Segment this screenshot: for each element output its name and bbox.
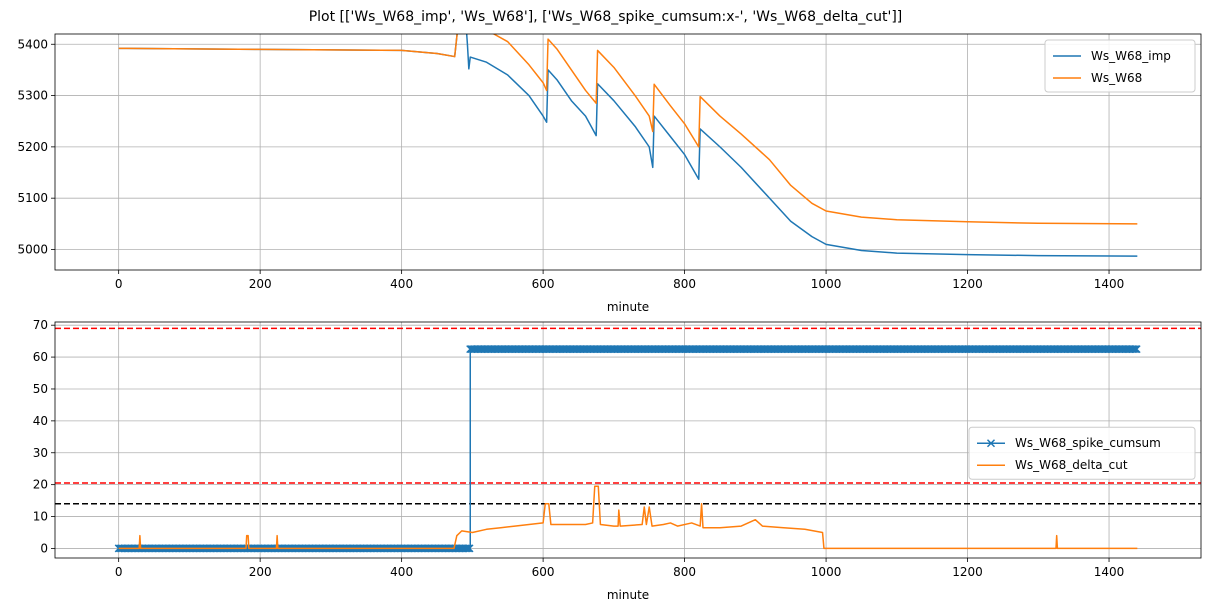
y-tick-label: 5100 xyxy=(17,191,48,205)
y-tick-label: 30 xyxy=(33,446,48,460)
x-tick-label: 0 xyxy=(115,277,123,291)
y-tick-label: 70 xyxy=(33,318,48,332)
x-tick-label: 600 xyxy=(532,277,555,291)
x-tick-label: 1200 xyxy=(952,277,983,291)
top-panel: minute 0 200 400 600 800 1000 1200 1400 5000 5100… xyxy=(17,33,1202,314)
axes-frame xyxy=(54,33,1202,271)
axes-frame xyxy=(54,321,1202,559)
x-tick-label: 200 xyxy=(249,565,272,579)
series-line-Ws_W68 xyxy=(118,34,1138,225)
x-tick-label: 0 xyxy=(115,565,123,579)
figure-title: Plot [['Ws_W68_imp', 'Ws_W68'], ['Ws_W68… xyxy=(309,9,903,25)
y-tick-label: 50 xyxy=(33,382,48,396)
series-markers-Ws_W68_spike_cumsum xyxy=(114,345,1141,553)
y-tick-label: 5400 xyxy=(17,37,48,51)
x-tick-label: 1400 xyxy=(1094,565,1125,579)
x-tick-label: 200 xyxy=(249,277,272,291)
x-tick-label: 1200 xyxy=(952,565,983,579)
plot-area xyxy=(118,34,1138,257)
y-tick-label: 0 xyxy=(40,541,48,555)
x-tick-label: 600 xyxy=(532,565,555,579)
x-marker xyxy=(465,544,474,553)
x-marker xyxy=(464,544,473,553)
y-tick-label: 10 xyxy=(33,510,48,524)
x-tick-label: 400 xyxy=(390,565,413,579)
legend-label: Ws_W68_delta_cut xyxy=(1015,458,1128,472)
legend-box xyxy=(1044,39,1196,93)
legend-box xyxy=(968,426,1196,480)
series-line-Ws_W68_delta_cut xyxy=(118,485,1138,550)
top-x-axis-label: minute xyxy=(607,300,649,314)
x-tick-label: 1000 xyxy=(811,565,842,579)
x-marker xyxy=(1129,345,1138,354)
x-tick-label: 1000 xyxy=(811,277,842,291)
y-tick-label: 60 xyxy=(33,350,48,364)
y-tick-label: 5000 xyxy=(17,242,48,256)
y-tick-label: 5200 xyxy=(17,140,48,154)
legend-marker xyxy=(986,439,996,448)
series-line-Ws_W68_imp xyxy=(118,34,1138,257)
legend-label: Ws_W68 xyxy=(1091,71,1142,85)
y-tick-label: 40 xyxy=(33,414,48,428)
x-marker xyxy=(1131,345,1140,354)
y-tick-label: 5300 xyxy=(17,89,48,103)
bottom-panel: minute 0 200 400 600 800 1000 1200 1400 0 10 20 30 4… xyxy=(33,318,1202,602)
x-tick-label: 400 xyxy=(390,277,413,291)
legend-label: Ws_W68_imp xyxy=(1091,49,1171,63)
x-tick-label: 1400 xyxy=(1094,277,1125,291)
x-tick-label: 800 xyxy=(673,277,696,291)
x-marker xyxy=(1132,345,1141,354)
plot-area xyxy=(55,327,1201,553)
bottom-x-axis-label: minute xyxy=(607,588,649,602)
x-marker xyxy=(462,544,471,553)
y-tick-label: 20 xyxy=(33,478,48,492)
x-tick-label: 800 xyxy=(673,565,696,579)
legend-label: Ws_W68_spike_cumsum xyxy=(1015,436,1161,450)
